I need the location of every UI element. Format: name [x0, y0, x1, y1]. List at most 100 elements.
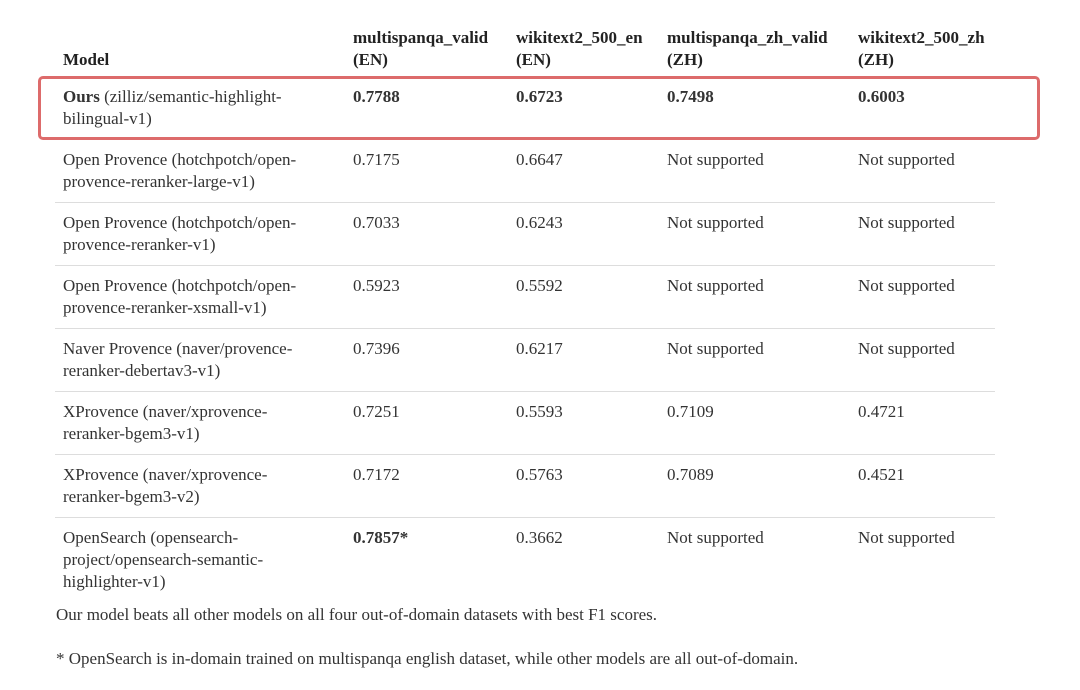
score: 0.6647 — [516, 150, 563, 169]
score: 0.5763 — [516, 465, 563, 484]
score-cell: 0.5763 — [508, 455, 659, 518]
model-cell: Naver Provence (naver/provence-reranker-… — [55, 329, 345, 392]
model-cell: Ours (zilliz/semantic-highlight-bilingua… — [55, 77, 345, 140]
model-cell: OpenSearch (opensearch-project/opensearc… — [55, 518, 345, 603]
score-cell: 0.6003 — [850, 77, 995, 140]
score: 0.7089 — [667, 465, 714, 484]
score-cell: 0.7396 — [345, 329, 508, 392]
score: 0.6217 — [516, 339, 563, 358]
score: 0.7172 — [353, 465, 400, 484]
score: Not supported — [858, 213, 955, 232]
score: 0.7498 — [667, 87, 714, 106]
table-row: XProvence (naver/xprovence-reranker-bgem… — [55, 391, 995, 455]
score: 0.7251 — [353, 402, 400, 421]
score-cell: 0.5592 — [508, 266, 659, 329]
model-name: XProvence (naver/xprovence-reranker-bgem… — [63, 402, 268, 443]
model-name: Naver Provence (naver/provence-reranker-… — [63, 339, 293, 380]
score: 0.4521 — [858, 465, 905, 484]
header-text: multispanqa_valid — [353, 28, 489, 47]
model-cell: Open Provence (hotchpotch/open-provence-… — [55, 203, 345, 266]
model-name: Open Provence (hotchpotch/open-provence-… — [63, 213, 297, 254]
score-cell: 0.6243 — [508, 203, 659, 266]
score-cell: 0.7033 — [345, 203, 508, 266]
score: 0.7109 — [667, 402, 714, 421]
model-cell: Open Provence (hotchpotch/open-provence-… — [55, 266, 345, 329]
score: Not supported — [667, 213, 764, 232]
score: Not supported — [858, 150, 955, 169]
table-row: Naver Provence (naver/provence-reranker-… — [55, 328, 995, 392]
score-cell: 0.7175 — [345, 140, 508, 203]
score: Not supported — [667, 528, 764, 547]
score-cell: 0.3662 — [508, 518, 659, 603]
score: Not supported — [667, 150, 764, 169]
summary-note: Our model beats all other models on all … — [56, 605, 658, 624]
score-cell: 0.7172 — [345, 455, 508, 518]
column-header: multispanqa_zh_valid (ZH) — [659, 18, 850, 77]
score: Not supported — [858, 528, 955, 547]
model-name: (zilliz/semantic-highlight-bilingual-v1) — [63, 87, 282, 128]
footnote: * OpenSearch is in-domain trained on mul… — [56, 649, 799, 668]
score-cell: 0.7109 — [659, 392, 850, 455]
score: Not supported — [667, 276, 764, 295]
column-header: wikitext2_500_zh (ZH) — [850, 18, 995, 77]
score: Not supported — [667, 339, 764, 358]
score-cell: 0.7857* — [345, 518, 508, 603]
score-cell: Not supported — [850, 266, 995, 329]
score-cell: 0.4521 — [850, 455, 995, 518]
table-row: Open Provence (hotchpotch/open-provence-… — [55, 265, 995, 329]
score-cell: 0.7251 — [345, 392, 508, 455]
score-cell: Not supported — [850, 203, 995, 266]
score: 0.6243 — [516, 213, 563, 232]
header-text: (EN) — [516, 50, 551, 69]
score: 0.5593 — [516, 402, 563, 421]
score: 0.5923 — [353, 276, 400, 295]
score-cell: Not supported — [659, 203, 850, 266]
score-cell: 0.5593 — [508, 392, 659, 455]
score-cell: 0.7498 — [659, 77, 850, 140]
score: 0.7175 — [353, 150, 400, 169]
column-header: multispanqa_valid (EN) — [345, 18, 508, 77]
header-text: (ZH) — [858, 50, 894, 69]
score-cell: 0.4721 — [850, 392, 995, 455]
header-row: Model multispanqa_valid (EN) wikitext2_500_… — [55, 18, 995, 77]
header-text: wikitext2_500_zh — [858, 28, 985, 47]
header-text: Model — [63, 50, 110, 69]
score-cell: Not supported — [850, 329, 995, 392]
score: 0.6003 — [858, 87, 905, 106]
model-name: OpenSearch (opensearch-project/opensearc… — [63, 528, 264, 591]
table-row: Open Provence (hotchpotch/open-provence-… — [55, 139, 995, 203]
table-row: Open Provence (hotchpotch/open-provence-… — [55, 202, 995, 266]
highlight-box — [38, 76, 1040, 140]
header-text: (ZH) — [667, 50, 703, 69]
score-cell: Not supported — [659, 140, 850, 203]
score: 0.7033 — [353, 213, 400, 232]
model-name: Open Provence (hotchpotch/open-provence-… — [63, 276, 297, 317]
score-cell: 0.6723 — [508, 77, 659, 140]
score: Not supported — [858, 339, 955, 358]
score: 0.7788 — [353, 87, 400, 106]
results-table: Model multispanqa_valid (EN) wikitext2_500_… — [55, 18, 995, 602]
model-cell: XProvence (naver/xprovence-reranker-bgem… — [55, 455, 345, 518]
score-cell: 0.7089 — [659, 455, 850, 518]
score-cell: Not supported — [659, 518, 850, 603]
score-cell: 0.6647 — [508, 140, 659, 203]
model-cell: Open Provence (hotchpotch/open-provence-… — [55, 140, 345, 203]
header-text: wikitext2_500_en — [516, 28, 643, 47]
table-row: Ours (zilliz/semantic-highlight-bilingua… — [55, 77, 995, 140]
header-text: (EN) — [353, 50, 388, 69]
model-name-strong: Ours — [63, 87, 100, 106]
score-cell: 0.5923 — [345, 266, 508, 329]
header-text: multispanqa_zh_valid — [667, 28, 828, 47]
table-row: OpenSearch (opensearch-project/opensearc… — [55, 517, 995, 603]
score: 0.6723 — [516, 87, 563, 106]
score-cell: Not supported — [850, 518, 995, 603]
score-cell: Not supported — [659, 329, 850, 392]
score: 0.4721 — [858, 402, 905, 421]
column-header: Model — [55, 18, 345, 77]
score-cell: Not supported — [850, 140, 995, 203]
model-name: Open Provence (hotchpotch/open-provence-… — [63, 150, 297, 191]
score-cell: Not supported — [659, 266, 850, 329]
score: 0.5592 — [516, 276, 563, 295]
score-cell: 0.6217 — [508, 329, 659, 392]
